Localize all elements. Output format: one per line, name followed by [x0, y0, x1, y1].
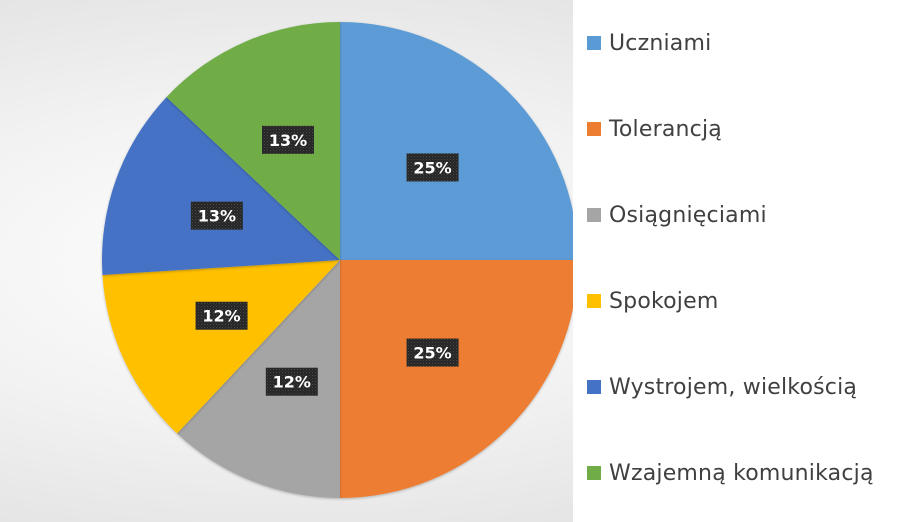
data-label-background [190, 201, 243, 230]
data-label-text: 25% [413, 344, 451, 363]
data-label-background [406, 153, 459, 182]
data-label-text: 13% [198, 207, 236, 226]
pie-slice-wystrojem-wielkoscia [102, 97, 340, 275]
legend-item-wzajemna-komunikacja: Wzajemną komunikacją [587, 458, 874, 488]
legend-swatch [587, 122, 601, 136]
legend-swatch [587, 294, 601, 308]
legend-item-spokojem: Spokojem [587, 286, 718, 316]
legend-label: Wystrojem, wielkością [609, 374, 858, 400]
pie-slice-wzajemna-komunikacja [166, 22, 340, 260]
data-label-background [265, 367, 318, 396]
legend-label: Osiągnięciami [609, 202, 767, 228]
data-label-tolerancja: 25% [406, 338, 459, 367]
legend-swatch [587, 36, 601, 50]
legend-swatch [587, 466, 601, 480]
legend-label: Uczniami [609, 30, 712, 56]
legend-label: Spokojem [609, 288, 719, 314]
data-label-background [195, 301, 248, 330]
data-label-background [406, 338, 459, 367]
legend: Uczniami Tolerancją Osiągnięciami Spokojem W… [573, 0, 902, 522]
legend-item-osiagnieciami: Osiągnięciami [587, 200, 767, 230]
data-label-text: 13% [269, 131, 307, 150]
pie-slice-osiagnieciami [177, 260, 340, 498]
data-label-osiagnieciami: 12% [265, 367, 318, 396]
legend-swatch [587, 208, 601, 222]
legend-item-uczniami: Uczniami [587, 28, 711, 58]
legend-label: Tolerancją [609, 116, 722, 142]
data-label-background [262, 125, 315, 154]
pie-slice-spokojem [102, 260, 340, 434]
pie-slice-uczniami [340, 22, 578, 260]
legend-item-tolerancja: Tolerancją [587, 114, 722, 144]
data-label-spokojem: 12% [195, 301, 248, 330]
legend-item-wystrojem-wielkoscia: Wystrojem, wielkością [587, 372, 857, 402]
legend-label: Wzajemną komunikacją [609, 460, 874, 486]
data-label-uczniami: 25% [406, 153, 459, 182]
data-label-wystrojem-wielkoscia: 13% [190, 201, 243, 230]
data-label-text: 12% [202, 307, 240, 326]
data-label-wzajemna-komunikacja: 13% [262, 125, 315, 154]
pie-slice-tolerancja [340, 260, 578, 498]
data-label-text: 12% [273, 373, 311, 392]
legend-swatch [587, 380, 601, 394]
data-label-text: 25% [413, 158, 451, 177]
